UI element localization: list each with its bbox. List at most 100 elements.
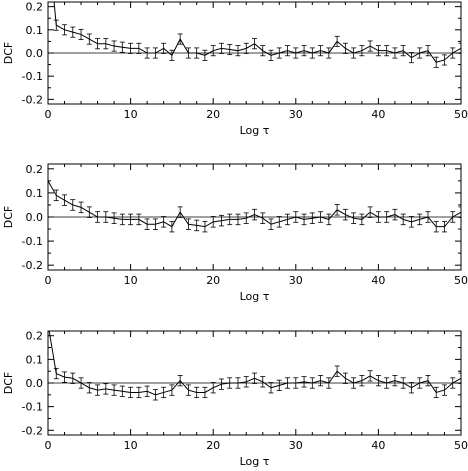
error-bar <box>392 208 398 221</box>
error-bar <box>152 389 158 401</box>
error-bar <box>326 213 332 226</box>
error-bar <box>400 377 406 389</box>
error-bar <box>128 386 134 399</box>
error-bar <box>359 213 365 226</box>
error-bar <box>177 33 183 45</box>
error-bar <box>144 47 150 59</box>
error-bar <box>260 212 266 224</box>
error-bar <box>367 370 373 382</box>
error-bar <box>450 211 456 223</box>
error-bar <box>78 28 84 40</box>
error-bar <box>210 382 216 394</box>
error-bar <box>227 213 233 226</box>
error-bar <box>367 206 373 218</box>
error-bar <box>210 45 216 57</box>
error-bar <box>152 218 158 230</box>
y-tick-label: 0.1 <box>26 187 44 200</box>
x-tick-label: 20 <box>206 274 220 287</box>
error-bar <box>78 377 84 389</box>
error-bar <box>309 377 315 389</box>
y-tick-label: 0.0 <box>26 47 44 60</box>
x-tick-label: 50 <box>454 274 468 287</box>
error-bar <box>103 38 109 50</box>
error-bar <box>433 386 439 399</box>
error-bar <box>86 382 92 394</box>
error-bar <box>144 385 150 397</box>
error-bar <box>119 213 125 226</box>
error-bar <box>210 216 216 228</box>
error-bar <box>111 40 117 52</box>
x-tick-label: 30 <box>289 108 303 121</box>
y-tick-label: -0.2 <box>22 424 43 437</box>
error-bar <box>169 220 175 233</box>
error-bar <box>351 47 357 59</box>
error-bar <box>392 47 398 59</box>
error-bar <box>235 45 241 57</box>
error-bar <box>177 375 183 387</box>
y-tick-label: 0.2 <box>26 330 44 343</box>
error-bar <box>95 38 101 50</box>
error-bar <box>227 377 233 389</box>
error-bar <box>62 194 68 206</box>
error-bar <box>177 206 183 218</box>
x-tick-label: 30 <box>289 274 303 287</box>
x-tick-label: 40 <box>371 274 385 287</box>
error-bar <box>202 220 208 233</box>
error-bar <box>169 384 175 396</box>
error-bar <box>70 372 76 384</box>
error-bar <box>218 214 224 227</box>
error-bar <box>103 383 109 395</box>
error-bar <box>433 220 439 233</box>
x-tick-label: 40 <box>371 108 385 121</box>
y-tick-label: -0.1 <box>22 70 43 83</box>
error-bar <box>458 42 461 54</box>
series-group <box>53 2 461 68</box>
error-bar <box>103 211 109 223</box>
y-axis-title: DCF <box>2 206 15 228</box>
error-bar <box>309 47 315 59</box>
error-bar <box>359 375 365 387</box>
x-tick-label: 0 <box>45 108 52 121</box>
x-axis-title: Log τ <box>240 290 270 303</box>
x-axis-title: Log τ <box>240 455 270 468</box>
error-bar <box>334 204 340 216</box>
error-bar <box>95 384 101 396</box>
chart-panel-3: 0 10 20 30 40 50 -0.2 -0.1 0.0 0.1 0.2 Log τ DCF <box>2 330 468 468</box>
error-bar <box>384 45 390 57</box>
error-bar <box>318 375 324 387</box>
error-bar <box>119 385 125 397</box>
x-tick-label: 30 <box>289 439 303 452</box>
error-bar <box>384 377 390 389</box>
error-bar <box>194 219 200 232</box>
y-tick-label: 0.0 <box>26 211 44 224</box>
y-tick-label: -0.2 <box>22 259 43 272</box>
error-bar <box>441 220 447 233</box>
error-bar <box>86 206 92 218</box>
x-tick-label: 10 <box>124 274 138 287</box>
error-bar <box>70 199 76 211</box>
error-bar <box>351 377 357 389</box>
error-bar <box>301 376 307 388</box>
error-bar <box>194 386 200 399</box>
error-bar <box>194 47 200 59</box>
error-bar <box>268 382 274 394</box>
error-bar <box>53 367 59 380</box>
error-bar <box>243 42 249 54</box>
error-bar <box>243 376 249 388</box>
error-bar <box>425 211 431 223</box>
error-bar <box>450 47 456 59</box>
error-bar <box>111 384 117 396</box>
error-bar <box>185 47 191 59</box>
y-tick-label: 0.2 <box>26 163 44 176</box>
error-bar <box>450 377 456 389</box>
y-tick-label: -0.1 <box>22 401 43 414</box>
series-group <box>48 331 461 401</box>
error-bar <box>293 377 299 389</box>
x-tick-label: 50 <box>454 439 468 452</box>
error-bar <box>144 218 150 230</box>
error-bar <box>400 45 406 57</box>
error-bar <box>276 379 282 391</box>
error-bar <box>95 211 101 223</box>
error-bar <box>318 45 324 57</box>
error-bar <box>285 45 291 57</box>
